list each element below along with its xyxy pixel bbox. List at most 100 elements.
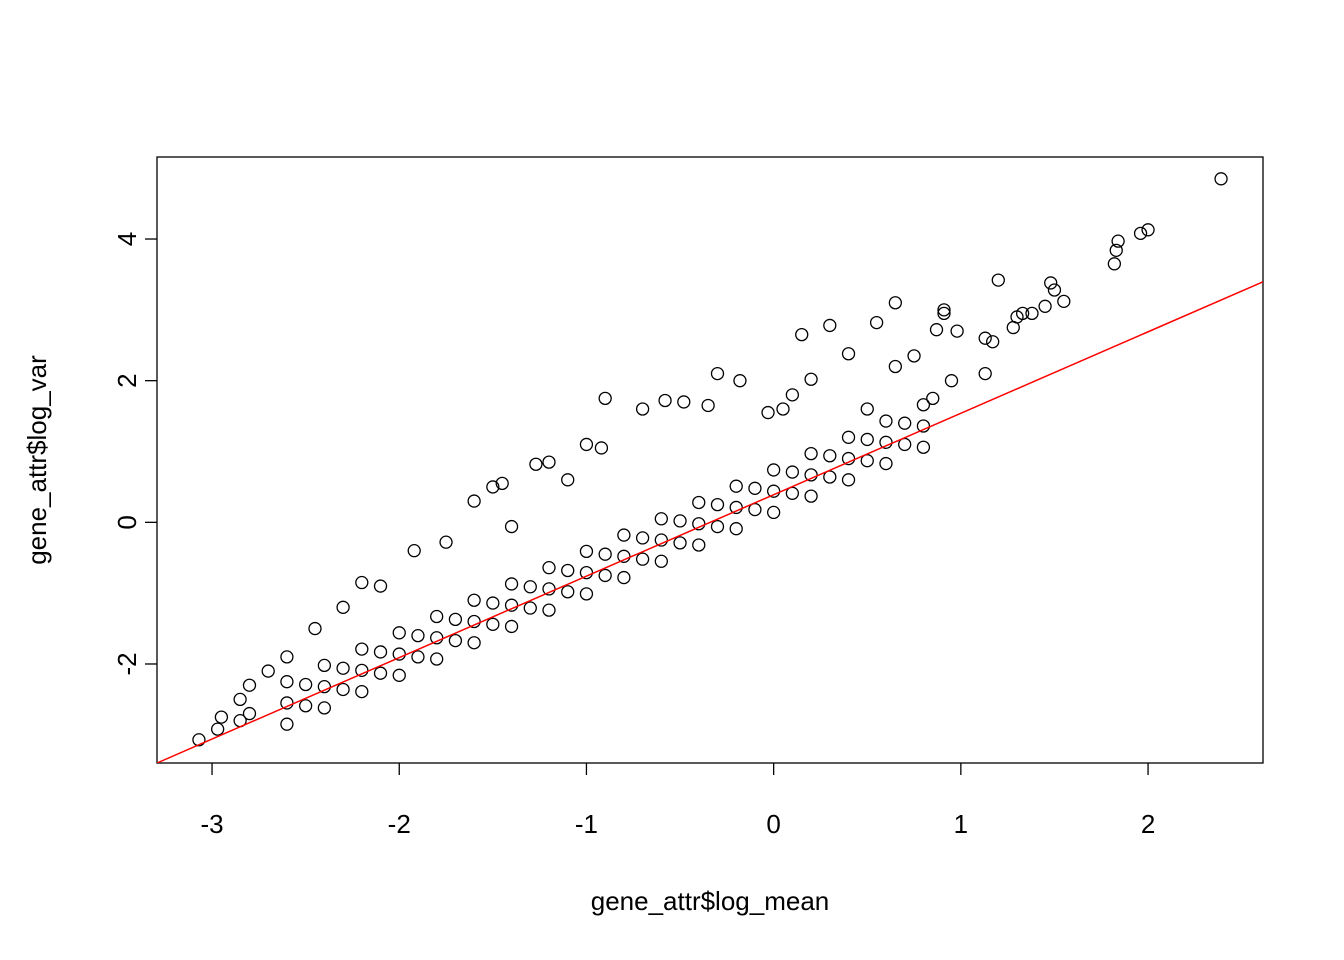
x-tick-label: 2 (1141, 809, 1155, 839)
point (467, 593, 481, 607)
point (950, 324, 964, 338)
point (841, 473, 856, 487)
point (986, 335, 1000, 349)
x-tick-label: 0 (766, 809, 780, 839)
point (869, 315, 884, 330)
point (937, 306, 951, 321)
point (317, 701, 332, 715)
point (430, 631, 444, 645)
point (944, 374, 959, 388)
point (804, 372, 818, 386)
plot-box (156, 156, 1264, 764)
point (486, 596, 500, 610)
point (1214, 172, 1228, 186)
point (355, 642, 369, 656)
point (710, 366, 725, 381)
point (978, 331, 992, 345)
point (1107, 257, 1122, 271)
point (594, 441, 609, 455)
point (523, 580, 537, 594)
point (467, 636, 481, 650)
fit-line (157, 281, 1263, 763)
point (336, 661, 350, 675)
point (467, 614, 481, 629)
point (411, 650, 425, 664)
point (355, 663, 369, 678)
point (308, 621, 322, 636)
points (157, 172, 1263, 763)
point (654, 533, 668, 547)
point (729, 522, 743, 536)
point (635, 402, 650, 416)
point (635, 531, 650, 545)
y-tick-label: 0 (112, 515, 142, 529)
point (336, 682, 350, 697)
point (677, 395, 691, 409)
point (373, 666, 388, 680)
point (430, 652, 444, 666)
point (280, 717, 294, 731)
point (635, 552, 650, 566)
x-tick-label: 1 (954, 809, 968, 839)
x-axis-title: gene_attr$log_mean (591, 886, 830, 916)
point (411, 629, 425, 643)
point (907, 349, 921, 363)
point (280, 650, 294, 664)
point (879, 456, 893, 471)
point (280, 675, 294, 689)
point (298, 677, 313, 692)
point (439, 535, 453, 549)
point (1025, 306, 1039, 321)
point (192, 733, 206, 747)
point (617, 528, 631, 542)
point (373, 645, 388, 659)
point (766, 505, 781, 520)
point (729, 500, 743, 515)
point (598, 568, 612, 583)
point (860, 402, 874, 416)
point (561, 473, 575, 487)
point (298, 699, 313, 713)
point (879, 414, 893, 428)
point (355, 684, 369, 699)
point (841, 451, 856, 466)
point (617, 570, 631, 585)
point (776, 402, 790, 416)
point (242, 678, 257, 692)
point (692, 538, 706, 552)
point (823, 318, 837, 333)
y-tick-label: 4 (112, 232, 142, 246)
point (317, 658, 332, 673)
point (916, 440, 931, 454)
point (214, 710, 229, 724)
point (579, 587, 594, 601)
point (841, 347, 856, 361)
point (542, 603, 556, 617)
point (504, 619, 519, 634)
point (1111, 234, 1125, 248)
point (392, 647, 406, 661)
point (926, 391, 940, 406)
point (336, 600, 350, 614)
point (710, 519, 725, 534)
point (692, 495, 706, 510)
point (504, 519, 519, 534)
point (916, 398, 931, 412)
point (280, 696, 294, 710)
point (658, 393, 672, 408)
point (898, 416, 912, 430)
point (1047, 283, 1062, 297)
point (561, 563, 575, 578)
point (916, 419, 931, 433)
point (823, 449, 837, 463)
point (1109, 243, 1123, 258)
point (654, 554, 668, 568)
point (392, 668, 406, 682)
point (804, 489, 818, 503)
point (448, 633, 463, 648)
point (407, 544, 421, 558)
point (795, 327, 809, 342)
point (692, 517, 706, 531)
